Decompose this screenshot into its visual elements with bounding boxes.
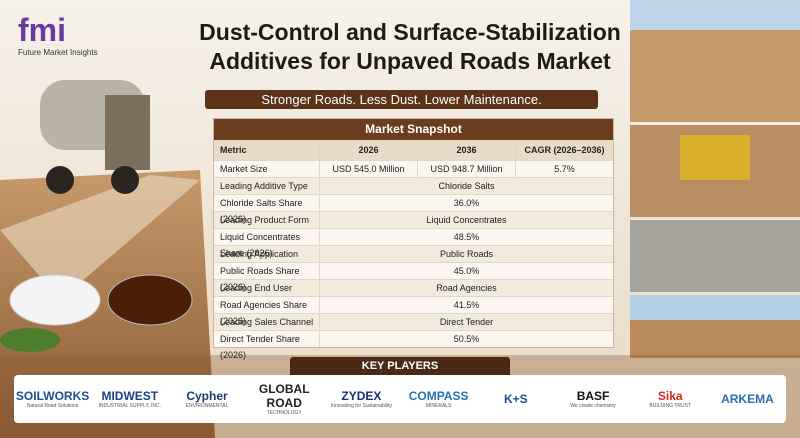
table-row: Leading Application Public Roads bbox=[214, 245, 613, 262]
table-row: Leading Sales Channel Direct Tender bbox=[214, 313, 613, 330]
row-label: Direct Tender Share (2026) bbox=[220, 334, 300, 360]
table-row: Market Size USD 545.0 Million USD 948.7 Mi… bbox=[214, 160, 613, 177]
logo-strip: SOILWORKS Natural Road Solutions MIDWEST IN… bbox=[14, 375, 786, 423]
player-logo: COMPASS MINERALS bbox=[400, 389, 477, 409]
player-logo: Sika BUILDING TRUST bbox=[632, 389, 709, 409]
row-label: Chloride Salts Share (2026) bbox=[220, 198, 303, 224]
column-header: CAGR (2026–2036) bbox=[515, 141, 613, 160]
player-logo: Cypher ENVIRONMENTAL bbox=[168, 389, 245, 409]
table-value: Chloride Salts bbox=[319, 178, 613, 194]
column-header: 2036 bbox=[417, 141, 515, 160]
player-name: Sika bbox=[657, 389, 683, 403]
table-row: Road Agencies Share (2026) 41.5% bbox=[214, 296, 613, 326]
player-logo: K+S bbox=[477, 392, 554, 406]
table-row: Leading Product Form Liquid Concentrates bbox=[214, 211, 613, 228]
tagline: Stronger Roads. Less Dust. Lower Mainten… bbox=[205, 90, 598, 109]
column-header: Metric bbox=[220, 145, 247, 155]
player-subtitle: Natural Road Solutions bbox=[26, 403, 79, 409]
table-value: Public Roads bbox=[319, 246, 613, 262]
player-logo: ZYDEX Innovating for Sustainability bbox=[323, 389, 400, 409]
row-label: Leading Additive Type bbox=[220, 181, 308, 191]
player-name: ARKEMA bbox=[721, 392, 774, 406]
table-row: Direct Tender Share (2026) 50.5% bbox=[214, 330, 613, 360]
player-logo: SOILWORKS Natural Road Solutions bbox=[14, 389, 91, 409]
table-value: 45.0% bbox=[319, 263, 613, 279]
table-value: Liquid Concentrates bbox=[319, 212, 613, 228]
table-row: Chloride Salts Share (2026) 36.0% bbox=[214, 194, 613, 224]
player-name: MIDWEST bbox=[101, 389, 159, 403]
player-logo: ARKEMA bbox=[709, 392, 786, 406]
player-name: SOILWORKS bbox=[15, 389, 90, 403]
row-label: Leading Product Form bbox=[220, 215, 310, 225]
table-value: 41.5% bbox=[319, 297, 613, 313]
row-label: Liquid Concentrates Share (2026) bbox=[220, 232, 301, 258]
player-subtitle: Innovating for Sustainability bbox=[330, 403, 392, 409]
player-logo: MIDWEST INDUSTRIAL SUPPLY, INC. bbox=[91, 389, 168, 409]
table-value: Road Agencies bbox=[319, 280, 613, 296]
table-value: 48.5% bbox=[319, 229, 613, 245]
title: Dust-Control and Surface-Stabilization A… bbox=[150, 18, 670, 76]
row-label: Leading Sales Channel bbox=[220, 317, 314, 327]
player-name: K+S bbox=[503, 392, 528, 406]
player-subtitle: MINERALS bbox=[425, 403, 452, 409]
table-value: USD 948.7 Million bbox=[417, 161, 515, 177]
player-name: GLOBAL ROAD bbox=[258, 382, 310, 410]
column-header: 2026 bbox=[319, 141, 417, 160]
player-name: BASF bbox=[576, 389, 610, 403]
players-title: KEY PLAYERS bbox=[290, 357, 510, 375]
player-subtitle: TECHNOLOGY bbox=[266, 410, 302, 416]
table-value: USD 545.0 Million bbox=[319, 161, 417, 177]
row-label: Market Size bbox=[220, 164, 268, 174]
table-title: Market Snapshot bbox=[214, 119, 613, 140]
player-subtitle: INDUSTRIAL SUPPLY, INC. bbox=[98, 403, 162, 409]
player-subtitle: BUILDING TRUST bbox=[649, 403, 692, 409]
player-name: COMPASS bbox=[408, 389, 469, 403]
table-body: Metric 2026 2036 CAGR (2026–2036) Market Siz… bbox=[214, 140, 613, 360]
player-subtitle: ENVIRONMENTAL bbox=[185, 403, 229, 409]
table-row: Leading Additive Type Chloride Salts bbox=[214, 177, 613, 194]
player-name: ZYDEX bbox=[341, 389, 382, 403]
player-subtitle: We create chemistry bbox=[570, 403, 616, 409]
row-label: Leading Application bbox=[220, 249, 299, 259]
table-value: 36.0% bbox=[319, 195, 613, 211]
table-row: Liquid Concentrates Share (2026) 48.5% bbox=[214, 228, 613, 258]
title-line: Dust-Control and Surface-Stabilization bbox=[199, 19, 621, 45]
logo-name: Future Market Insights bbox=[18, 48, 98, 57]
row-label: Road Agencies Share (2026) bbox=[220, 300, 308, 326]
snapshot-table: Market Snapshot Metric 2026 2036 CAGR (2026… bbox=[213, 118, 614, 360]
table-value: Direct Tender bbox=[319, 314, 613, 330]
table-row: Public Roads Share (2026) 45.0% bbox=[214, 262, 613, 292]
table-value: 5.7% bbox=[515, 161, 613, 177]
logo-mark: fmi bbox=[18, 12, 66, 48]
player-logo: GLOBAL ROAD TECHNOLOGY bbox=[246, 382, 323, 416]
player-name: Cypher bbox=[186, 389, 228, 403]
title-line: Additives for Unpaved Roads Market bbox=[209, 48, 611, 74]
player-logo: BASF We create chemistry bbox=[554, 389, 631, 409]
row-label: Public Roads Share (2026) bbox=[220, 266, 300, 292]
table-row: Leading End User Road Agencies bbox=[214, 279, 613, 296]
table-header: Metric 2026 2036 CAGR (2026–2036) bbox=[214, 140, 613, 160]
row-label: Leading End User bbox=[220, 283, 293, 293]
table-value: 50.5% bbox=[319, 331, 613, 347]
